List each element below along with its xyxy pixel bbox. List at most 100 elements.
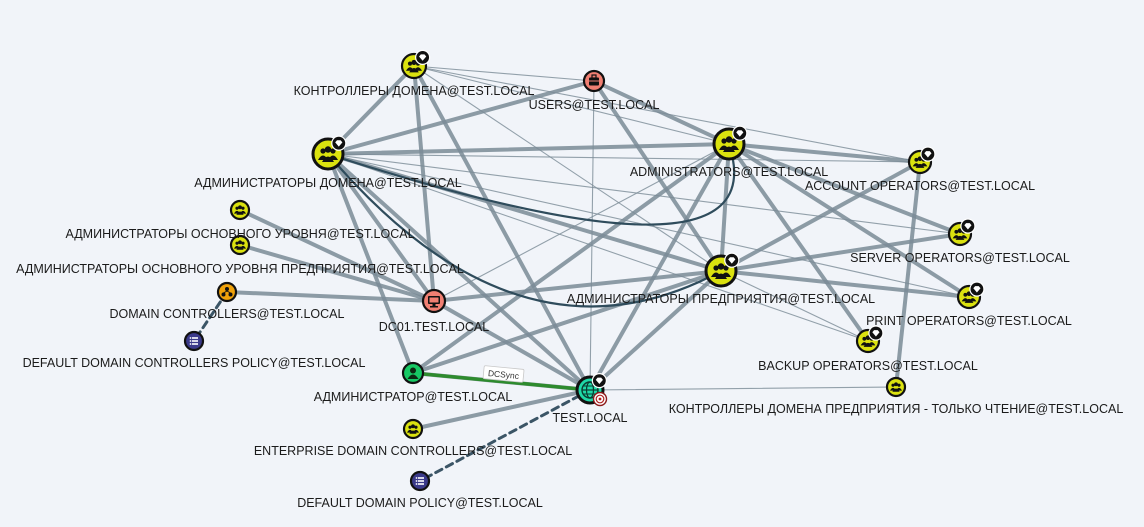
edge-admin-domain[interactable] — [411, 371, 592, 392]
edge-ad-bkops[interactable] — [327, 153, 869, 342]
nodes-layer — [183, 49, 985, 492]
edge-ap-dc01[interactable] — [432, 269, 723, 303]
edge-acctops-kdro[interactable] — [894, 160, 922, 389]
edge-ad-srvops[interactable] — [327, 153, 961, 235]
high-value-diamond-icon — [960, 218, 976, 234]
edge-ad-admin[interactable] — [326, 152, 415, 375]
node-kdro[interactable] — [885, 376, 907, 398]
group-icon — [406, 59, 422, 73]
node-bkops[interactable] — [855, 325, 884, 354]
group-icon — [890, 382, 902, 392]
node-acctops[interactable] — [907, 146, 936, 175]
node-label-ap: АДМИНИСТРАТОРЫ ПРЕДПРИЯТИЯ@TEST.LOCAL — [567, 292, 875, 306]
edge-dc01-domain[interactable] — [432, 299, 592, 392]
node-ad[interactable] — [311, 135, 347, 171]
ou-icon — [589, 74, 599, 86]
edge-admins-dc01[interactable] — [433, 143, 730, 302]
group-icon — [952, 228, 968, 240]
edge-users-ad[interactable] — [326, 79, 596, 156]
node-label-ad: АДМИНИСТРАТОРЫ ДОМЕНА@TEST.LOCAL — [194, 176, 461, 190]
edge-admins-srvops[interactable] — [727, 142, 962, 236]
node-dcou[interactable] — [216, 281, 238, 303]
edge-admins-ap[interactable] — [719, 142, 731, 273]
edge-dcou-dc01[interactable] — [225, 290, 436, 303]
ou-group-icon — [221, 287, 233, 297]
high-value-diamond-icon — [920, 146, 936, 162]
node-prnops[interactable] — [956, 281, 985, 310]
edge-admins-prnops[interactable] — [727, 142, 971, 299]
group-icon — [234, 240, 246, 250]
edge-admins-acctops[interactable] — [727, 142, 922, 164]
edge-ad-domain[interactable] — [326, 152, 592, 392]
node-domain[interactable] — [575, 373, 608, 407]
gpo-list-icon — [415, 477, 424, 485]
high-value-diamond-icon — [415, 49, 431, 65]
node-label-edc: ENTERPRISE DOMAIN CONTROLLERS@TEST.LOCAL — [254, 444, 572, 458]
edge-ap-prnops[interactable] — [719, 269, 971, 299]
edge-admins-bkops[interactable] — [727, 142, 870, 343]
edge-users-domain[interactable] — [589, 80, 595, 391]
node-ddcp[interactable] — [183, 330, 205, 352]
edge-ap-bkops[interactable] — [720, 270, 869, 342]
node-label-dcou: DOMAIN CONTROLLERS@TEST.LOCAL — [110, 307, 345, 321]
curve-edge-ad-admins[interactable] — [327, 143, 736, 226]
edge-kd-admins[interactable] — [413, 65, 730, 145]
node-label-prnops: PRINT OPERATORS@TEST.LOCAL — [866, 314, 1072, 328]
edge-kd-domain[interactable] — [412, 64, 592, 392]
node-circle[interactable] — [402, 418, 424, 440]
node-ap[interactable] — [704, 252, 740, 288]
high-value-diamond-icon — [969, 281, 985, 297]
edge-admins-admin[interactable] — [411, 142, 731, 375]
node-srvops[interactable] — [947, 218, 976, 247]
node-aou[interactable] — [229, 199, 251, 221]
node-admins[interactable] — [712, 125, 748, 161]
group-icon — [711, 263, 731, 279]
edge-aou-dc01[interactable] — [238, 208, 436, 303]
node-ddp[interactable] — [409, 470, 431, 492]
edge-users-ap[interactable] — [592, 79, 723, 273]
edge-ad-acctops[interactable] — [327, 153, 921, 163]
node-label-admin: АДМИНИСТРАТОР@TEST.LOCAL — [314, 390, 513, 404]
node-label-admins: ADMINISTRATORS@TEST.LOCAL — [630, 165, 828, 179]
high-value-diamond-icon — [331, 135, 347, 151]
group-icon — [407, 424, 419, 434]
high-value-diamond-icon — [868, 325, 884, 341]
edge-aoup-dc01[interactable] — [238, 243, 436, 303]
node-circle[interactable] — [229, 199, 251, 221]
edge-ap-admin[interactable] — [411, 269, 723, 375]
node-label-kd: КОНТРОЛЛЕРЫ ДОМЕНА@TEST.LOCAL — [294, 84, 535, 98]
node-kd[interactable] — [400, 49, 431, 80]
high-value-diamond-icon — [724, 252, 740, 268]
node-label-srvops: SERVER OPERATORS@TEST.LOCAL — [850, 251, 1070, 265]
node-aoup[interactable] — [229, 234, 251, 256]
computer-icon — [428, 296, 440, 308]
node-label-kdro: КОНТРОЛЛЕРЫ ДОМЕНА ПРЕДПРИЯТИЯ - ТОЛЬКО … — [669, 402, 1124, 416]
edge-kdro-domain[interactable] — [589, 386, 897, 391]
edge-kd-ap[interactable] — [413, 65, 722, 272]
edge-domain-ddp[interactable] — [418, 388, 592, 483]
node-users[interactable] — [582, 69, 606, 93]
edge-ad-admins[interactable] — [326, 142, 731, 156]
edge-ap-srvops[interactable] — [719, 232, 962, 273]
node-label-users: USERS@TEST.LOCAL — [529, 98, 660, 112]
curve-edge-ad-ap[interactable] — [327, 153, 722, 308]
node-dc01[interactable] — [421, 288, 447, 314]
edges-layer: DCSync — [192, 64, 971, 483]
group-icon — [719, 136, 739, 152]
node-circle[interactable] — [229, 234, 251, 256]
node-label-acctops: ACCOUNT OPERATORS@TEST.LOCAL — [805, 179, 1035, 193]
edge-edc-domain[interactable] — [411, 388, 592, 431]
edge-ap-acctops[interactable] — [719, 160, 922, 273]
edge-ap-domain[interactable] — [588, 269, 723, 392]
edge-admins-domain[interactable] — [588, 142, 731, 392]
node-admin[interactable] — [401, 361, 425, 385]
node-edc[interactable] — [402, 418, 424, 440]
edge-kd-users[interactable] — [413, 65, 595, 82]
node-circle[interactable] — [885, 376, 907, 398]
edge-ad-dc01[interactable] — [326, 152, 436, 303]
edge-users-admins[interactable] — [592, 79, 731, 146]
node-circle[interactable] — [216, 281, 238, 303]
dcsync-edge-label: DCSync — [482, 365, 525, 383]
target-icon — [592, 391, 608, 407]
